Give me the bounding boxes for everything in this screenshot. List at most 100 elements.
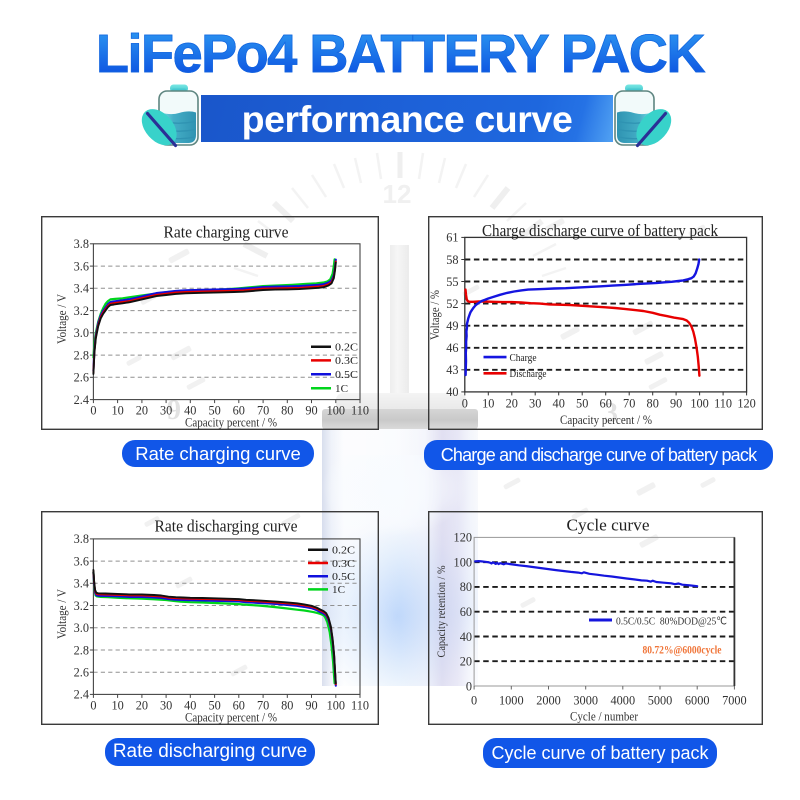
svg-text:110: 110 — [714, 397, 732, 411]
svg-text:2000: 2000 — [536, 694, 561, 708]
svg-text:110: 110 — [351, 404, 369, 418]
svg-text:3.0: 3.0 — [74, 621, 89, 635]
svg-text:2.6: 2.6 — [74, 371, 89, 385]
svg-text:100: 100 — [327, 699, 345, 713]
svg-text:12: 12 — [383, 179, 412, 209]
svg-text:Discharge: Discharge — [510, 369, 547, 380]
svg-text:2.8: 2.8 — [74, 643, 89, 657]
svg-text:30: 30 — [160, 699, 172, 713]
svg-text:6000: 6000 — [685, 694, 710, 708]
svg-text:4000: 4000 — [611, 694, 636, 708]
svg-text:2.4: 2.4 — [74, 688, 89, 702]
svg-text:90: 90 — [305, 699, 317, 713]
svg-text:Charge: Charge — [510, 353, 537, 364]
svg-text:20: 20 — [136, 699, 148, 713]
svg-text:0: 0 — [471, 694, 477, 708]
svg-text:Capacity retention / %: Capacity retention / % — [436, 565, 448, 657]
svg-text:3.2: 3.2 — [74, 304, 89, 318]
svg-text:70: 70 — [257, 404, 269, 418]
svg-text:40: 40 — [184, 404, 196, 418]
svg-text:100: 100 — [454, 556, 472, 570]
svg-text:60: 60 — [600, 397, 612, 411]
svg-text:58: 58 — [446, 253, 458, 267]
svg-text:3.0: 3.0 — [74, 326, 89, 340]
svg-text:3.4: 3.4 — [74, 577, 89, 591]
svg-text:5000: 5000 — [648, 694, 673, 708]
svg-text:50: 50 — [208, 699, 220, 713]
svg-text:40: 40 — [184, 699, 196, 713]
svg-text:2.8: 2.8 — [74, 348, 89, 362]
svg-text:100: 100 — [327, 404, 345, 418]
svg-text:100: 100 — [690, 397, 708, 411]
svg-text:Charge discharge curve of batt: Charge discharge curve of battery pack — [482, 221, 719, 240]
svg-text:10: 10 — [482, 397, 494, 411]
svg-text:40: 40 — [460, 630, 472, 644]
svg-text:90: 90 — [670, 397, 682, 411]
svg-text:3.8: 3.8 — [74, 237, 89, 251]
svg-text:0.5C: 0.5C — [332, 571, 355, 583]
svg-text:2.4: 2.4 — [74, 393, 89, 407]
svg-text:120: 120 — [454, 531, 472, 545]
svg-text:Cycle curve: Cycle curve — [567, 516, 650, 535]
svg-text:0: 0 — [90, 699, 96, 713]
svg-text:80: 80 — [647, 397, 659, 411]
svg-text:50: 50 — [208, 404, 220, 418]
svg-text:Voltage / V: Voltage / V — [54, 293, 69, 344]
svg-text:55: 55 — [446, 275, 458, 289]
svg-text:80: 80 — [460, 580, 472, 594]
svg-text:60: 60 — [233, 699, 245, 713]
svg-text:60: 60 — [233, 404, 245, 418]
svg-text:0.3C: 0.3C — [332, 558, 355, 570]
svg-text:30: 30 — [529, 397, 541, 411]
svg-text:50: 50 — [576, 397, 588, 411]
svg-text:Rate charging curve: Rate charging curve — [164, 223, 289, 242]
svg-text:0: 0 — [462, 397, 468, 411]
svg-text:20: 20 — [506, 397, 518, 411]
svg-text:10: 10 — [111, 404, 123, 418]
svg-text:0: 0 — [90, 404, 96, 418]
svg-text:Capacity percent / %: Capacity percent / % — [185, 710, 277, 725]
svg-text:0.5C: 0.5C — [335, 369, 358, 381]
svg-text:49: 49 — [446, 319, 458, 333]
svg-text:3.6: 3.6 — [74, 554, 89, 568]
svg-text:0.2C: 0.2C — [332, 545, 355, 557]
svg-text:70: 70 — [623, 397, 635, 411]
svg-text:2.6: 2.6 — [74, 666, 89, 680]
svg-text:3.8: 3.8 — [74, 532, 89, 546]
svg-text:1C: 1C — [332, 584, 345, 596]
svg-text:Capacity percent / %: Capacity percent / % — [185, 415, 277, 430]
svg-text:120: 120 — [737, 397, 755, 411]
svg-text:Rate discharging curve: Rate discharging curve — [155, 517, 298, 536]
svg-text:110: 110 — [351, 699, 369, 713]
svg-text:80.72%@6000cycle: 80.72%@6000cycle — [643, 645, 722, 657]
svg-text:7000: 7000 — [722, 694, 747, 708]
svg-text:43: 43 — [446, 363, 458, 377]
svg-text:80: 80 — [281, 404, 293, 418]
svg-text:3.4: 3.4 — [74, 282, 89, 296]
svg-text:10: 10 — [111, 699, 123, 713]
svg-text:Voltage / %: Voltage / % — [427, 290, 442, 340]
svg-text:20: 20 — [136, 404, 148, 418]
svg-text:Capacity percent / %: Capacity percent / % — [560, 412, 652, 427]
svg-text:3000: 3000 — [573, 694, 598, 708]
svg-text:30: 30 — [160, 404, 172, 418]
svg-text:0.5C/0.5C 80%DOD@25℃: 0.5C/0.5C 80%DOD@25℃ — [616, 615, 727, 627]
svg-text:3.2: 3.2 — [74, 599, 89, 613]
svg-text:60: 60 — [460, 605, 472, 619]
svg-text:1000: 1000 — [499, 694, 524, 708]
svg-text:3.6: 3.6 — [74, 259, 89, 273]
svg-text:61: 61 — [446, 231, 458, 245]
svg-text:0: 0 — [466, 679, 472, 693]
svg-text:80: 80 — [281, 699, 293, 713]
svg-text:40: 40 — [553, 397, 565, 411]
svg-text:52: 52 — [446, 297, 458, 311]
svg-text:20: 20 — [460, 655, 472, 669]
svg-text:Voltage / V: Voltage / V — [54, 588, 69, 639]
svg-text:1C: 1C — [335, 383, 348, 395]
svg-text:46: 46 — [446, 341, 458, 355]
svg-text:40: 40 — [446, 385, 458, 399]
svg-text:90: 90 — [305, 404, 317, 418]
svg-text:70: 70 — [257, 699, 269, 713]
svg-text:0.2C: 0.2C — [335, 342, 358, 354]
svg-text:Cycle / number: Cycle / number — [570, 709, 639, 724]
